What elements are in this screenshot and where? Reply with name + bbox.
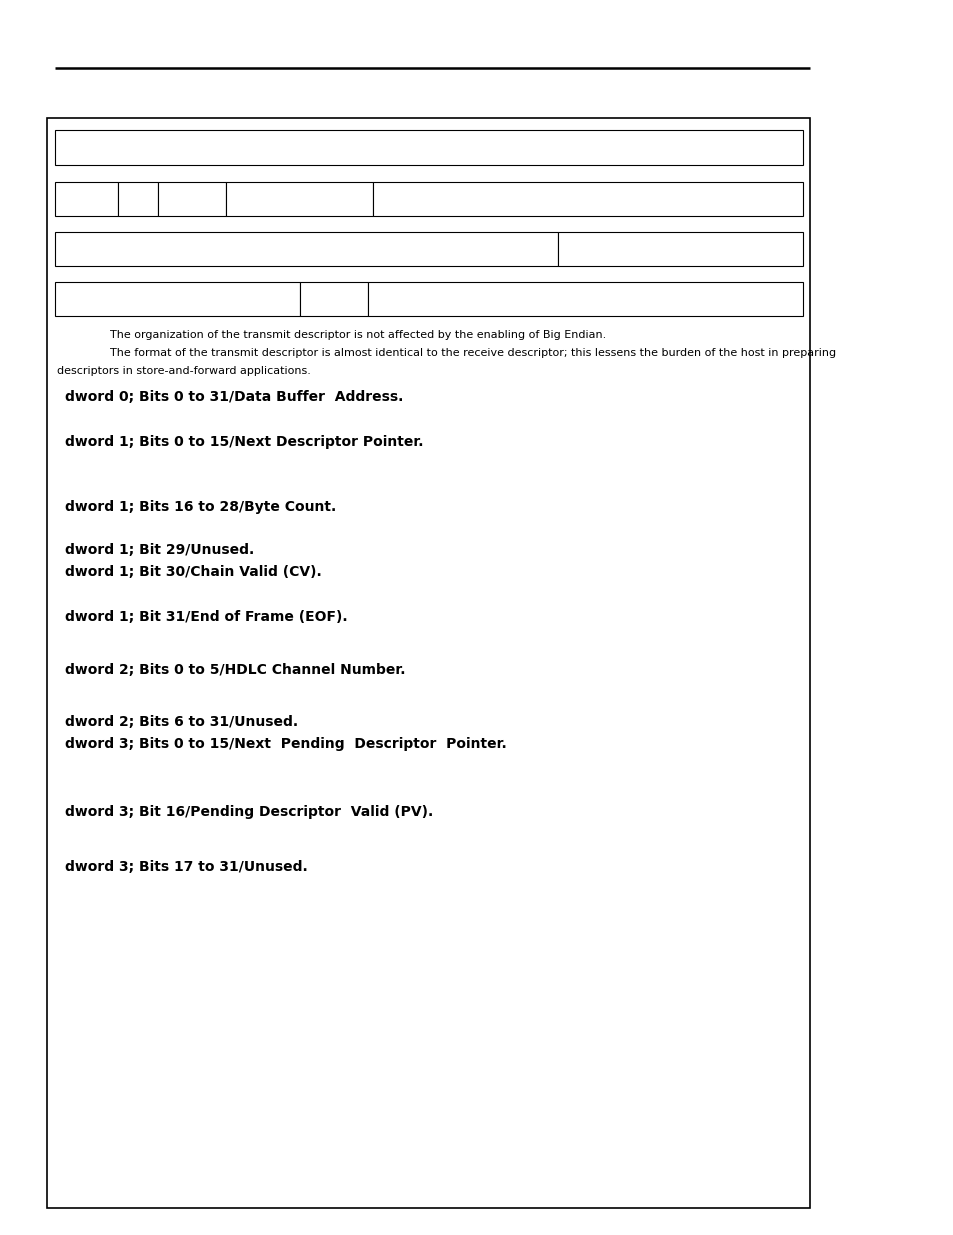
Bar [373, 182, 802, 216]
Bar [118, 182, 158, 216]
Bar [368, 282, 802, 316]
Bar [47, 119, 809, 1208]
Text: The organization of the transmit descriptor is not affected by the enabling of B: The organization of the transmit descrip… [110, 330, 605, 340]
Bar [55, 282, 299, 316]
Text: dword 3; Bits 17 to 31/Unused.: dword 3; Bits 17 to 31/Unused. [65, 860, 308, 874]
Text: dword 1; Bit 30/Chain Valid (CV).: dword 1; Bit 30/Chain Valid (CV). [65, 564, 321, 579]
Bar [55, 130, 802, 165]
Bar [55, 232, 558, 266]
Text: dword 1; Bit 29/Unused.: dword 1; Bit 29/Unused. [65, 543, 254, 557]
Bar [158, 182, 226, 216]
Text: dword 2; Bits 6 to 31/Unused.: dword 2; Bits 6 to 31/Unused. [65, 715, 297, 729]
Bar [558, 232, 802, 266]
Text: dword 3; Bits 0 to 15/Next  Pending  Descriptor  Pointer.: dword 3; Bits 0 to 15/Next Pending Descr… [65, 737, 506, 751]
Bar [299, 282, 368, 316]
Text: dword 1; Bits 0 to 15/Next Descriptor Pointer.: dword 1; Bits 0 to 15/Next Descriptor Po… [65, 435, 423, 450]
Bar [55, 182, 118, 216]
Text: descriptors in store-and-forward applications.: descriptors in store-and-forward applica… [57, 366, 311, 375]
Text: dword 3; Bit 16/Pending Descriptor  Valid (PV).: dword 3; Bit 16/Pending Descriptor Valid… [65, 805, 433, 819]
Text: dword 1; Bits 16 to 28/Byte Count.: dword 1; Bits 16 to 28/Byte Count. [65, 500, 335, 514]
Text: dword 2; Bits 0 to 5/HDLC Channel Number.: dword 2; Bits 0 to 5/HDLC Channel Number… [65, 663, 405, 677]
Bar [226, 182, 373, 216]
Text: The format of the transmit descriptor is almost identical to the receive descrip: The format of the transmit descriptor is… [110, 348, 835, 358]
Text: dword 1; Bit 31/End of Frame (EOF).: dword 1; Bit 31/End of Frame (EOF). [65, 610, 347, 624]
Text: dword 0; Bits 0 to 31/Data Buffer  Address.: dword 0; Bits 0 to 31/Data Buffer Addres… [65, 390, 403, 404]
